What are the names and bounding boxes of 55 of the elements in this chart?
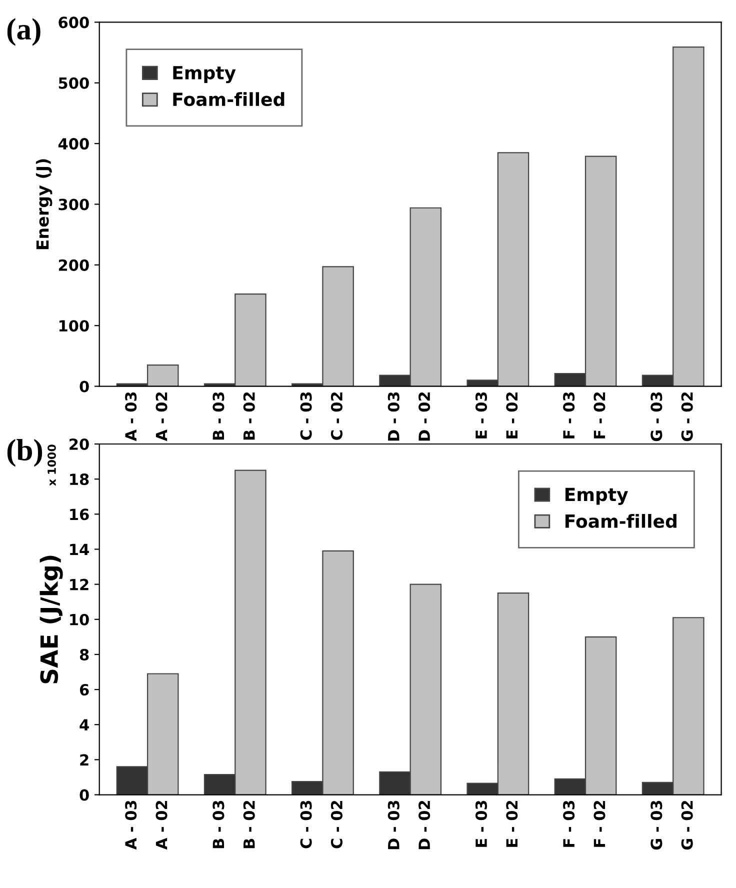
x-tick-label: C - 02 — [330, 392, 342, 440]
x-tick-label: G - 03 — [650, 392, 662, 442]
y-tick-label: 8 — [80, 648, 89, 660]
y-tick-label: 6 — [80, 684, 89, 696]
y-axis-title: Energy (J) — [36, 159, 52, 250]
y-tick-label: 4 — [80, 719, 89, 730]
legend-label: Empty — [173, 66, 236, 84]
x-tick-label: B - 02 — [243, 800, 255, 848]
y-tick-label: 16 — [70, 508, 89, 520]
x-tick-label: E - 03 — [475, 392, 488, 438]
x-tick-label: E - 02 — [506, 800, 518, 847]
x-tick-label: F - 02 — [594, 800, 606, 847]
x-tick-label: A - 02 — [156, 392, 168, 442]
x-tick-label: A - 02 — [156, 800, 168, 850]
text: x 1000 — [48, 444, 56, 486]
y-tick-label: 500 — [58, 77, 89, 89]
y-tick-label: 18 — [70, 474, 89, 486]
y-tick-label: 200 — [58, 259, 89, 271]
x-tick-label: E - 03 — [475, 800, 488, 847]
x-tick-label: A - 03 — [125, 392, 137, 442]
y-tick-label: 2 — [80, 754, 88, 766]
x-tick-label: G - 02 — [681, 800, 693, 850]
y-tick-label: 14 — [70, 544, 89, 556]
y-tick-label: 20 — [70, 438, 89, 450]
y-axis-title: SAE (J/kg) — [40, 556, 63, 684]
x-tick-label: A - 03 — [125, 800, 137, 850]
legend-label: Foam-filled — [173, 92, 284, 106]
x-tick-label: D - 02 — [418, 392, 430, 441]
x-tick-label: G - 03 — [650, 800, 662, 850]
legend-label: Foam-filled — [566, 514, 676, 528]
y-tick-label: 12 — [70, 578, 88, 590]
x-tick-label: C - 03 — [300, 392, 312, 440]
x-tick-label: B - 03 — [212, 392, 224, 440]
x-tick-label: E - 02 — [506, 392, 518, 438]
x-tick-label: F - 02 — [594, 392, 606, 438]
legend-label: Empty — [566, 488, 628, 505]
x-tick-label: F - 03 — [563, 800, 575, 847]
chart-title: (b) — [7, 439, 42, 467]
x-tick-label: D - 03 — [388, 392, 400, 441]
y-tick-label: 0 — [80, 789, 89, 801]
y-tick-label: 100 — [59, 320, 89, 332]
y-tick-label: 0 — [80, 380, 89, 392]
chart-title: (a) — [7, 18, 40, 46]
x-tick-label: B - 03 — [212, 800, 224, 848]
y-tick-label: 10 — [70, 614, 89, 626]
y-tick-label: 300 — [58, 198, 89, 210]
x-tick-label: D - 02 — [418, 800, 430, 850]
y-tick-label: 400 — [58, 138, 89, 150]
x-tick-label: G - 02 — [681, 392, 693, 442]
y-tick-label: 600 — [58, 16, 89, 28]
x-tick-label: C - 02 — [330, 800, 342, 848]
x-tick-label: B - 02 — [243, 392, 255, 440]
x-tick-label: F - 03 — [563, 392, 575, 438]
x-tick-label: D - 03 — [388, 800, 400, 850]
x-tick-label: C - 03 — [300, 800, 312, 848]
